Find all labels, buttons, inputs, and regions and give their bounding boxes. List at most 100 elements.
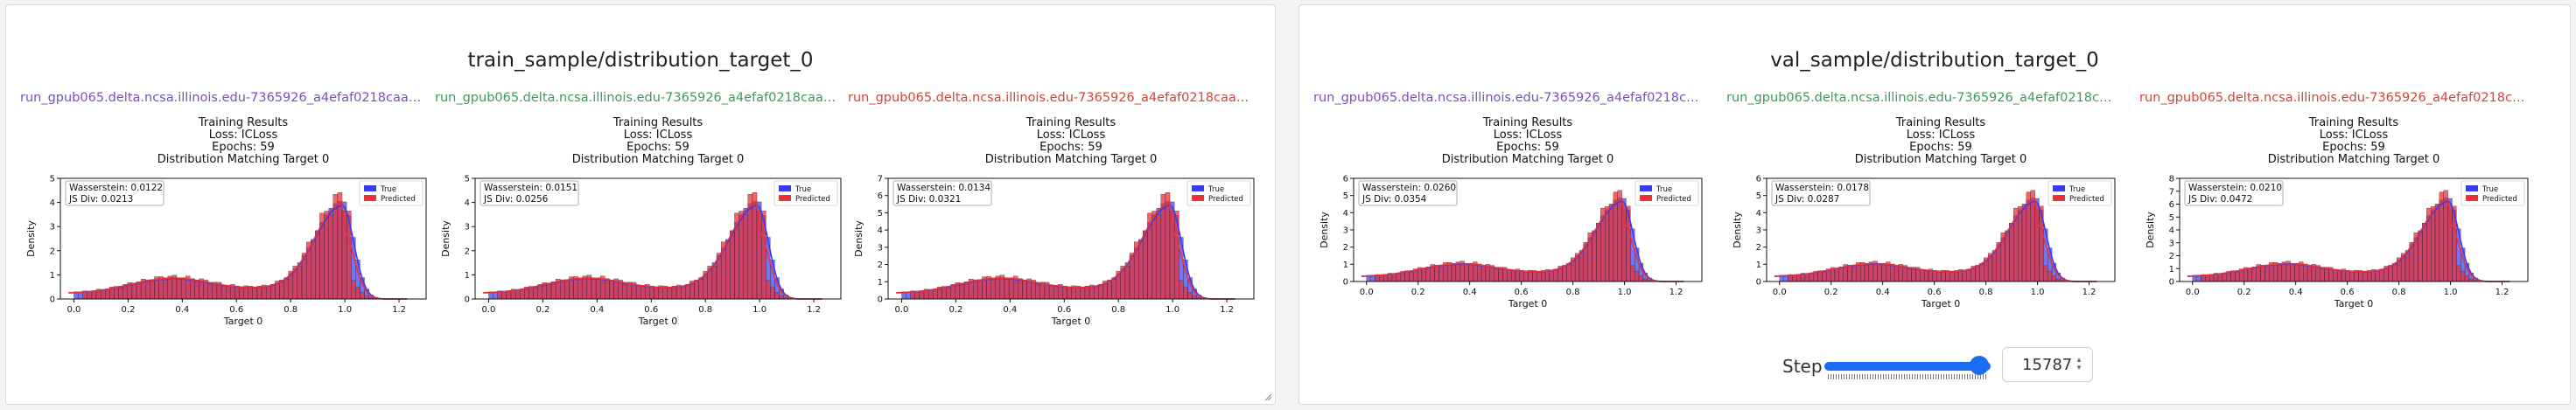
panel-val-sample: val_sample/distribution_target_0 run_gpu… [1298,4,2571,405]
y-axis-label: Density [25,220,37,257]
x-tick-label: 0.8 [698,305,712,315]
predicted-bar [546,283,552,300]
stats-box [1771,180,1871,206]
predicted-bar [1822,271,1827,282]
predicted-bar [2375,270,2380,282]
predicted-kde-line [1774,198,2097,282]
chart-title-line: Distribution Matching Target 0 [1442,153,1614,166]
predicted-bar [239,287,244,300]
legend-swatch-true [1192,185,1204,191]
predicted-kde-line [483,201,822,300]
y-tick-label: 0 [2169,278,2174,288]
predicted-bar [1923,269,1929,282]
y-axis-label: Density [853,220,864,257]
predicted-bar [2251,267,2257,282]
y-tick-label: 4 [1343,209,1348,219]
chart-title-line: Loss: ICLoss [624,129,693,142]
chart-title-line: Loss: ICLoss [1907,129,1976,142]
step-slider[interactable] [1824,355,1999,379]
predicted-bar [1638,275,1644,282]
predicted-bar [1080,288,1086,300]
step-number-input[interactable]: 15787 ▴ ▾ [2002,347,2093,382]
predicted-bar [194,281,200,300]
y-tick-label: 6 [1756,175,1761,184]
y-tick-label: 0 [1343,278,1348,288]
predicted-bar [1596,223,1601,282]
predicted-bar [2264,265,2270,282]
predicted-bar [667,288,673,300]
plot-frame [887,177,1255,300]
stats-box [1358,180,1458,206]
predicted-bar [2030,190,2035,282]
wasserstein-text: Wasserstein: 0.0134 [897,183,990,193]
x-tick-label: 1.0 [1166,305,1180,315]
predicted-bar [1592,231,1597,282]
chart-title-line: Training Results [1895,116,1986,129]
legend-label-predicted: Predicted [2069,195,2104,204]
predicted-bar [2017,205,2023,282]
slider-track[interactable] [1824,362,1991,371]
predicted-bar [1907,268,1912,282]
predicted-bar [324,211,329,300]
predicted-bar [550,281,556,300]
y-tick-label: 2 [1343,243,1348,253]
legend-label-true: True [2482,185,2498,194]
predicted-bar [1992,253,1997,282]
legend-swatch-true [779,185,791,191]
predicted-bar [190,278,195,300]
predicted-kde-line [1361,198,1684,282]
predicted-bar [2247,268,2252,282]
predicted-bar [1183,287,1188,300]
predicted-bar [2379,268,2384,282]
slider-thumb[interactable] [1969,356,1989,375]
panel-title: val_sample/distribution_target_0 [1770,49,2099,72]
y-tick-label: 2 [2169,252,2174,261]
predicted-bar [649,285,654,300]
predicted-bar [2222,273,2227,282]
chart-title-line: Epochs: 59 [626,141,690,154]
up-down-arrows-icon[interactable]: ▴ ▾ [2076,356,2082,372]
predicted-bar [1464,263,1469,282]
predicted-bar [1022,281,1027,300]
predicted-bar [654,287,659,300]
y-tick-label: 6 [2169,200,2174,210]
chart-title-line: Loss: ICLoss [1037,129,1106,142]
predicted-bar [337,191,343,300]
x-tick-label: 0.2 [1411,288,1425,297]
y-tick-label: 2 [465,247,470,256]
predicted-bar [1962,270,1967,282]
wasserstein-text: Wasserstein: 0.0260 [1362,183,1456,193]
predicted-bar [1421,268,1426,282]
predicted-bar [150,280,155,300]
legend-label-true: True [2068,185,2085,194]
predicted-bar [87,291,93,300]
predicted-bar [2404,253,2410,282]
predicted-bar [1630,265,1635,282]
chart-title-line: Loss: ICLoss [2320,129,2389,142]
predicted-bar [207,283,214,300]
predicted-bar [1834,268,1839,282]
y-tick-label: 0 [465,295,470,305]
x-tick-label: 1.0 [1618,288,1632,297]
predicted-bar [564,280,570,300]
legend-label-predicted: Predicted [381,195,416,204]
predicted-bar [328,214,333,300]
predicted-bar [234,285,240,300]
js-div-text: JS Div: 0.0287 [1774,194,1839,205]
predicted-bar [2336,269,2342,282]
predicted-bar [520,288,525,300]
predicted-bar [1536,272,1542,282]
resize-handle-icon[interactable] [1264,393,1272,401]
predicted-bar [685,284,690,300]
y-tick-label: 5 [1343,191,1348,201]
predicted-bar [1549,270,1554,282]
predicted-bar [136,281,142,300]
predicted-bar [1936,271,1942,282]
wasserstein-text: Wasserstein: 0.0178 [1775,183,1869,193]
x-tick-label: 0.6 [1515,288,1529,297]
step-value[interactable]: 15787 [2022,356,2073,374]
predicted-bar [1634,271,1640,282]
chart-card: run_gpub065.delta.ncsa.illinois.edu-7365… [435,91,846,344]
x-axis-label: Target 0 [1921,298,1961,309]
